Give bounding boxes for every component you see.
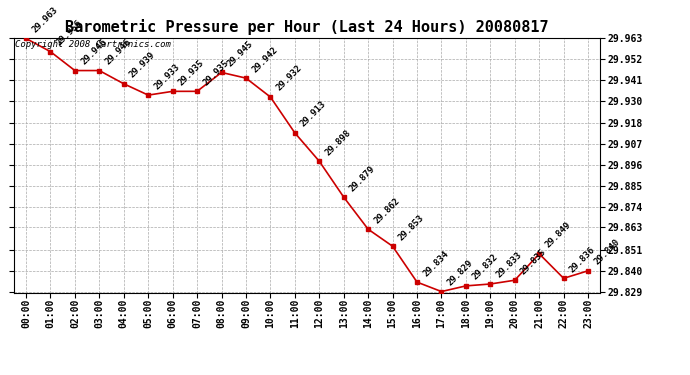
Text: 29.913: 29.913	[299, 99, 328, 129]
Text: 29.935: 29.935	[177, 58, 206, 87]
Text: 29.829: 29.829	[446, 258, 475, 287]
Text: 29.945: 29.945	[226, 39, 255, 68]
Text: 29.853: 29.853	[397, 213, 426, 242]
Text: 29.836: 29.836	[568, 245, 597, 274]
Text: 29.832: 29.832	[470, 252, 500, 282]
Text: 29.942: 29.942	[250, 45, 279, 74]
Text: 29.879: 29.879	[348, 164, 377, 193]
Text: 29.833: 29.833	[495, 251, 524, 280]
Text: 29.946: 29.946	[79, 37, 108, 66]
Text: 29.849: 29.849	[543, 220, 573, 250]
Title: Barometric Pressure per Hour (Last 24 Hours) 20080817: Barometric Pressure per Hour (Last 24 Ho…	[66, 19, 549, 35]
Text: 29.933: 29.933	[152, 62, 181, 91]
Text: 29.932: 29.932	[275, 64, 304, 93]
Text: 29.862: 29.862	[373, 196, 402, 225]
Text: 29.835: 29.835	[519, 247, 548, 276]
Text: 29.840: 29.840	[592, 237, 622, 267]
Text: 29.834: 29.834	[421, 249, 451, 278]
Text: 29.939: 29.939	[128, 51, 157, 80]
Text: 29.946: 29.946	[104, 37, 132, 66]
Text: Copyright 2008 Cartronics.com: Copyright 2008 Cartronics.com	[15, 40, 171, 49]
Text: 29.935: 29.935	[201, 58, 230, 87]
Text: 29.956: 29.956	[55, 18, 83, 48]
Text: 29.898: 29.898	[324, 128, 353, 157]
Text: 29.963: 29.963	[30, 5, 59, 34]
